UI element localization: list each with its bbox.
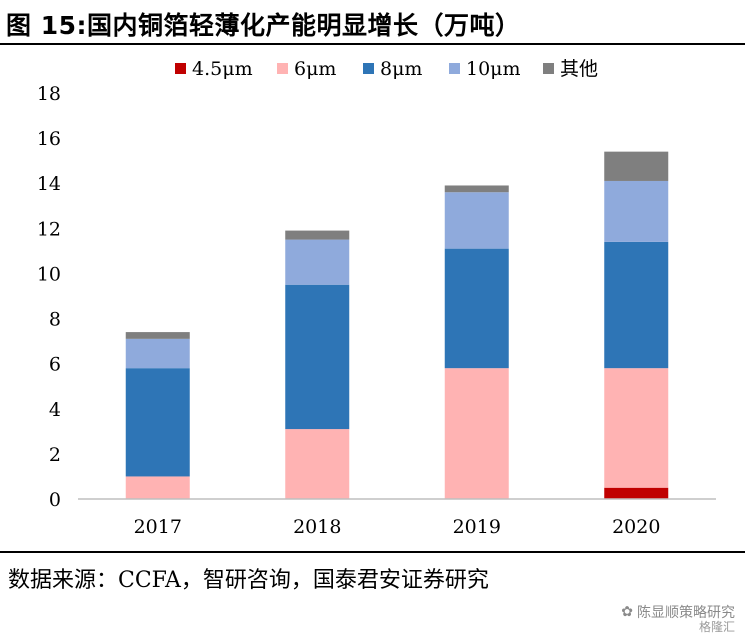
legend-label: 10μm: [466, 58, 521, 80]
y-tick-label: 10: [37, 263, 61, 285]
legend-swatch: [363, 63, 374, 74]
y-tick-label: 2: [49, 444, 61, 466]
bar-segment: [285, 230, 350, 240]
title-divider: [0, 43, 745, 45]
bar-segment: [125, 368, 190, 477]
legend-swatch: [175, 63, 186, 74]
y-tick-label: 16: [37, 128, 61, 150]
bar-segment: [444, 185, 509, 193]
x-tick-label: 2017: [134, 516, 182, 538]
source-divider: [0, 551, 745, 553]
bar-segment: [444, 248, 509, 369]
legend: 4.5μm 6μm 8μm 10μm 其他: [175, 58, 598, 80]
legend-swatch: [449, 63, 460, 74]
y-tick-label: 4: [49, 399, 61, 421]
chart-title: 图 15:国内铜箔轻薄化产能明显增长（万吨）: [6, 11, 521, 40]
bar-segment: [285, 239, 350, 285]
bar-segment: [285, 284, 350, 430]
y-tick-label: 18: [37, 83, 61, 105]
bar-segment: [125, 338, 190, 369]
bar-segment: [444, 368, 509, 499]
wechat-icon: ✿: [621, 604, 633, 620]
bar-segment: [604, 241, 669, 369]
y-tick-label: 6: [49, 354, 61, 376]
watermark-subtext: 格隆汇: [698, 620, 735, 634]
bars: [125, 151, 669, 499]
y-tick-label: 12: [37, 218, 61, 240]
watermark: ✿ 陈显顺策略研究 格隆汇: [621, 602, 735, 634]
legend-label: 8μm: [380, 58, 422, 80]
legend-label: 6μm: [294, 58, 336, 80]
y-tick-label: 0: [49, 489, 61, 511]
legend-label: 4.5μm: [192, 58, 253, 80]
x-tick-label: 2018: [293, 516, 341, 538]
legend-swatch: [543, 63, 554, 74]
y-tick-label: 8: [49, 309, 61, 331]
bar-segment: [604, 487, 669, 499]
x-tick-label: 2019: [453, 516, 501, 538]
bar-segment: [125, 476, 190, 499]
bar-segment: [125, 332, 190, 339]
source-note: 数据来源：CCFA，智研咨询，国泰君安证券研究: [8, 568, 489, 593]
y-tick-label: 14: [37, 173, 61, 195]
bar-segment: [444, 192, 509, 249]
bar-segment: [604, 151, 669, 181]
legend-label: 其他: [560, 58, 598, 80]
x-tick-label: 2020: [612, 516, 660, 538]
bar-segment: [604, 180, 669, 242]
legend-swatch: [277, 63, 288, 74]
x-axis: 2017 2018 2019 2020: [78, 498, 716, 538]
bar-segment: [285, 429, 350, 499]
bar-segment: [604, 368, 669, 488]
y-axis: 0 2 4 6 8 10 12 14 16 18: [37, 83, 61, 511]
watermark-text: 陈显顺策略研究: [637, 605, 735, 621]
